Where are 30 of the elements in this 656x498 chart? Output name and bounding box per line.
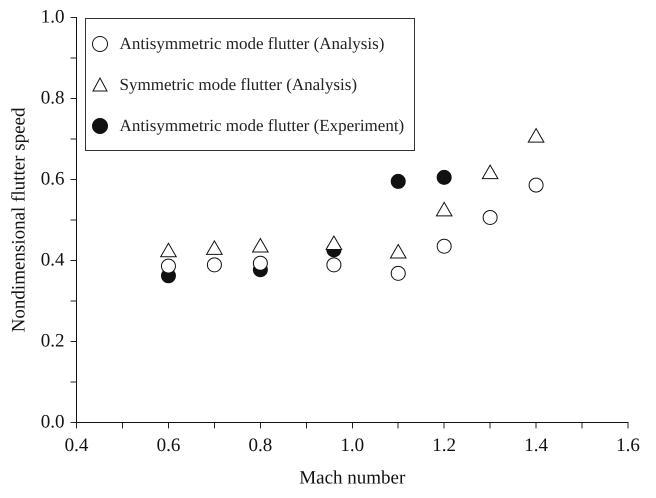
point	[252, 256, 268, 271]
x-tick-label: 1.4	[524, 434, 548, 456]
x-tick-label: 0.4	[64, 434, 89, 456]
y-tick-label: 1.0	[40, 6, 65, 28]
x-tick-label: 0.8	[248, 434, 272, 456]
point	[528, 128, 544, 143]
y-tick-label: 0.8	[40, 87, 65, 108]
y-tick-label: 0.2	[40, 330, 65, 352]
x-tick-label: 1.0	[340, 434, 364, 456]
point	[390, 174, 406, 189]
y-tick-label: 0.4	[40, 249, 66, 270]
point	[390, 266, 406, 281]
legend-label: Symmetric mode flutter (Analysis)	[120, 74, 358, 95]
legend-label: Antisymmetric mode flutter (Analysis)	[120, 34, 384, 54]
point	[160, 258, 176, 274]
x-tick-label: 1.2	[432, 434, 456, 456]
point	[528, 178, 544, 193]
point	[482, 164, 498, 180]
point	[206, 257, 222, 272]
point	[482, 210, 498, 225]
x-tick-label: 0.6	[156, 434, 180, 456]
legend-label: Antisymmetric mode flutter (Experiment)	[120, 116, 404, 136]
point	[436, 170, 452, 185]
x-axis-title: Mach number	[299, 468, 406, 489]
x-tick-label: 1.6	[616, 434, 640, 456]
point	[326, 257, 342, 272]
point	[436, 238, 452, 254]
y-axis-title: Nondimensional flutter speed	[8, 107, 30, 332]
y-tick-label: 0.6	[40, 168, 65, 190]
y-tick-label: 0.0	[40, 411, 65, 432]
